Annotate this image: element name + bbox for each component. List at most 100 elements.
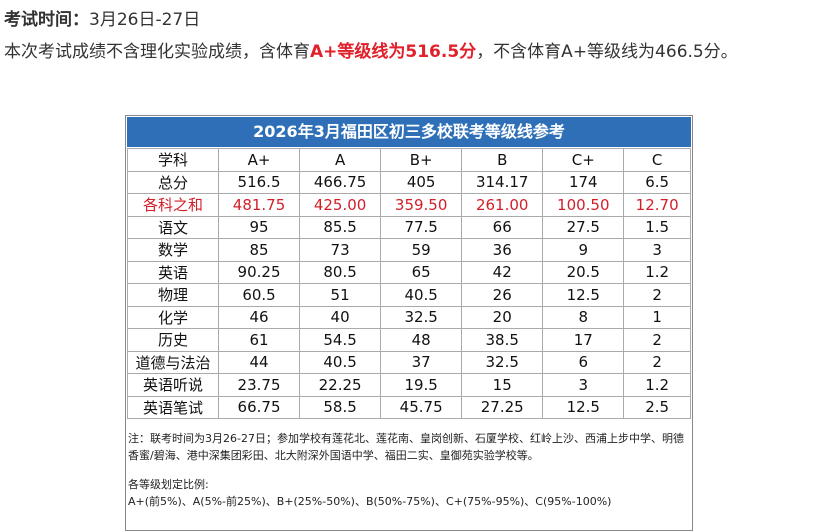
paragraph: 本次考试成绩不含理化实验成绩，含体育A+等级线为516.5分，不含体育A+等级线… [4,36,816,68]
cell: 44 [217,350,301,374]
column-header: C [623,148,691,172]
cell: 12.5 [542,283,625,307]
note: A+(前5%)、A(5%-前25%)、B+(25%-50%)、B(50%-75%… [128,495,612,508]
row: 数学 85 73 59 36 9 3 [127,238,691,262]
cell: 405 [380,170,463,194]
exam-time: 考试时间：3月26日-27日 [4,4,816,36]
cell: 20.5 [542,260,625,284]
cell: 2.5 [623,395,691,419]
cell: 90.25 [217,260,301,284]
cell: 66.75 [217,395,301,419]
cell: 2 [623,328,691,352]
cell: 6 [542,350,625,374]
cell: 100.50 [542,193,625,217]
cell: 359.50 [380,193,463,217]
cell: 总分 [127,170,219,194]
column-header: B+ [380,148,463,172]
cell: 80.5 [299,260,382,284]
label: 考试时间： [4,10,89,30]
cell: 32.5 [380,305,463,329]
cell: 51 [299,283,382,307]
row: 英语笔试 66.75 58.5 45.75 27.25 12.5 2.5 [127,395,691,419]
cell: 45.75 [380,395,463,419]
cell: 8 [542,305,625,329]
cell: 1.2 [623,373,691,397]
cell: 数学 [127,238,219,262]
cell: 道德与法治 [127,350,219,374]
cell: 19.5 [380,373,463,397]
cell: 48 [380,328,463,352]
cell: 66 [461,215,544,239]
cell: 英语听说 [127,373,219,397]
cell: 85.5 [299,215,382,239]
row: 历史 61 54.5 48 38.5 17 2 [127,328,691,352]
cell: 3 [542,373,625,397]
column-header: A+ [217,148,301,172]
cell: 26 [461,283,544,307]
row: 道德与法治 44 40.5 37 32.5 6 2 [127,350,691,374]
cell: 314.17 [461,170,544,194]
cell: 42 [461,260,544,284]
cell: 261.00 [461,193,544,217]
cell: 32.5 [461,350,544,374]
cell: 22.25 [299,373,382,397]
cell: 12.5 [542,395,625,419]
row: 语文 95 85.5 77.5 66 27.5 1.5 [127,215,691,239]
cell: 英语 [127,260,219,284]
column-header: A [299,148,382,172]
table-title: 2026年3月福田区初三多校联考等级线参考 [127,117,691,147]
cell: 语文 [127,215,219,239]
note: 各等级划定比例: [128,478,209,491]
cell: 12.70 [623,193,691,217]
cell: 27.5 [542,215,625,239]
cell: 2 [623,283,691,307]
cell: 466.75 [299,170,382,194]
row: 总分 516.5 466.75 405 314.17 174 6.5 [127,170,691,194]
cell: 65 [380,260,463,284]
cell: 23.75 [217,373,301,397]
header-row: 学科 A+ A B+ B C+ C [127,148,691,172]
cell: 17 [542,328,625,352]
cell: 6.5 [623,170,691,194]
table: 学科 A+ A B+ B C+ C 总分 516.5 466.75 405 314.17 174 6.5 各… [127,148,691,419]
cell: 2 [623,350,691,374]
cell: 77.5 [380,215,463,239]
intro: 考试时间：3月26日-27日 本次考试成绩不含理化实验成绩，含体育A+等级线为5… [0,0,816,68]
cell: 40 [299,305,382,329]
table-card: 2026年3月福田区初三多校联考等级线参考 学科 A+ A B+ B C+ C 总分 516.5… [125,115,693,531]
cell: 61 [217,328,301,352]
cell: 15 [461,373,544,397]
text: ，不含体育A+等级线为466.5分。 [476,42,738,62]
notes: 注：联考时间为3月26-27日；参加学校有莲花北、莲花南、皇岗创新、石厦学校、红… [126,420,692,510]
cell: 516.5 [217,170,301,194]
column-header: B [461,148,544,172]
cell: 59 [380,238,463,262]
cell: 3 [623,238,691,262]
text: 本次考试成绩不含理化实验成绩，含体育 [4,42,310,62]
cell: 46 [217,305,301,329]
cell: 1.2 [623,260,691,284]
row: 英语 90.25 80.5 65 42 20.5 1.2 [127,260,691,284]
cell: 各科之和 [127,193,219,217]
cell: 425.00 [299,193,382,217]
cell: 481.75 [217,193,301,217]
date: 3月26日-27日 [89,10,201,30]
cell: 27.25 [461,395,544,419]
cell: 1 [623,305,691,329]
cell: 历史 [127,328,219,352]
row: 化学 46 40 32.5 20 8 1 [127,305,691,329]
cell: 58.5 [299,395,382,419]
cell: 37 [380,350,463,374]
row: 物理 60.5 51 40.5 26 12.5 2 [127,283,691,307]
row: 各科之和 481.75 425.00 359.50 261.00 100.50 12.70 [127,193,691,217]
cell: 英语笔试 [127,395,219,419]
cell: 174 [542,170,625,194]
row: 英语听说 23.75 22.25 19.5 15 3 1.2 [127,373,691,397]
cell: 40.5 [299,350,382,374]
cell: 1.5 [623,215,691,239]
cell: 40.5 [380,283,463,307]
cell: 20 [461,305,544,329]
highlight: A+等级线为516.5分 [310,42,477,62]
column-header: C+ [542,148,625,172]
